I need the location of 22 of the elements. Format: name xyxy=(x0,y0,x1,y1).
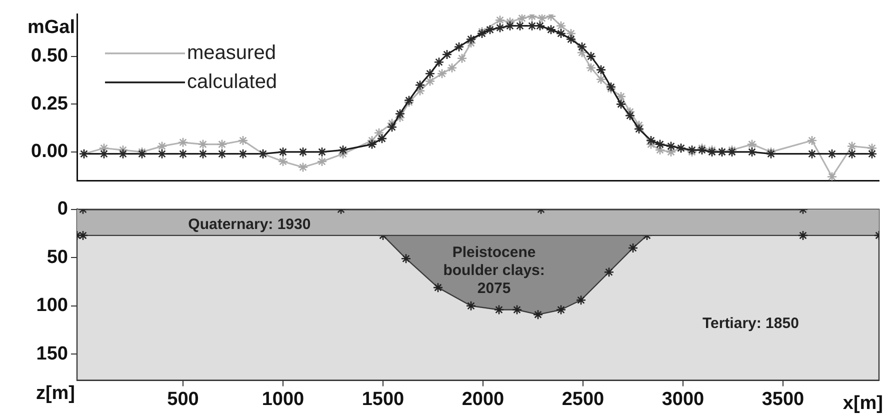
y-tick-label: 0.50 xyxy=(31,46,68,67)
x-tick-label: 1000 xyxy=(262,388,304,410)
x-axis-title: x[m] xyxy=(842,392,883,414)
legend-label: measured xyxy=(187,42,276,64)
annotation: Quaternary: 1930 xyxy=(188,216,311,233)
y-tick-label: 0 xyxy=(57,198,68,220)
legend-label: calculated xyxy=(187,70,278,93)
y-tick-label: 150 xyxy=(36,343,68,364)
x-tick-label: 3500 xyxy=(762,388,804,410)
y-axis-title: mGal xyxy=(27,17,75,38)
y-tick-label: 50 xyxy=(46,246,68,268)
y-tick-label: 100 xyxy=(36,295,68,316)
x-tick-label: 2500 xyxy=(562,388,604,410)
y-tick-label: 0.00 xyxy=(31,141,68,162)
x-tick-label: 3000 xyxy=(662,388,704,410)
y-tick-label: 0.25 xyxy=(31,93,68,114)
annotation: Tertiary: 1850 xyxy=(702,314,799,332)
x-tick-label: 500 xyxy=(167,388,199,410)
annotation: Pleistocene boulder clays: 2075 xyxy=(443,244,545,298)
y-axis-title: z[m] xyxy=(36,382,75,404)
x-tick-label: 2000 xyxy=(462,388,504,410)
x-tick-label: 1500 xyxy=(362,388,404,410)
